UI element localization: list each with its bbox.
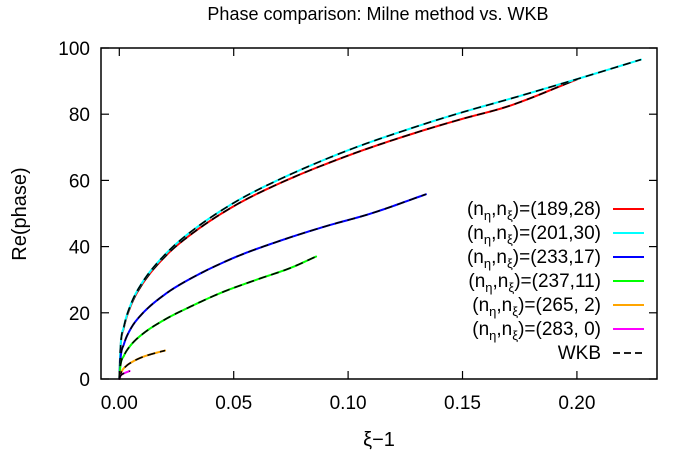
- x-axis-ticks: 0.00 0.05 0.10 0.15 0.20: [101, 48, 595, 414]
- legend-text: (n: [468, 271, 485, 292]
- plot-frame: [100, 47, 658, 380]
- legend-subscript: ξ: [512, 328, 518, 343]
- x-tick-label-1: 0.05: [215, 393, 252, 414]
- y-tick-label-3: 60: [69, 171, 90, 192]
- legend-text: (n: [472, 295, 489, 316]
- legend-text: )=(189,28): [513, 199, 601, 220]
- x-tick-label-2: 0.10: [330, 393, 367, 414]
- y-axis-label: Re(phase): [9, 167, 31, 260]
- legend: (nη,nξ)=(189,28)(nη,nξ)=(201,30)(nη,nξ)=…: [467, 199, 644, 364]
- legend-text: )=(237,11): [514, 271, 601, 292]
- y-axis-ticks: 0 20 40 60 80 100: [58, 39, 657, 391]
- legend-text: )=(265, 2): [518, 295, 601, 316]
- legend-subscript: ξ: [507, 208, 513, 223]
- legend-text: (n: [467, 199, 484, 220]
- y-tick-label-2: 40: [69, 238, 90, 259]
- legend-entry-label-6: (nη,nξ)=(283, 0): [472, 319, 601, 343]
- x-axis-label: ξ−1: [363, 429, 395, 451]
- legend-entry-label-wkb: WKB: [558, 343, 601, 364]
- legend-text: (n: [467, 247, 484, 268]
- legend-subscript: η: [485, 280, 492, 295]
- legend-subscript: η: [489, 328, 496, 343]
- wkb-line-4: [118, 255, 317, 380]
- legend-subscript: ξ: [512, 304, 518, 319]
- legend-entry-label-1: (nη,nξ)=(189,28): [467, 199, 601, 223]
- legend-subscript: ξ: [508, 280, 514, 295]
- legend-subscript: η: [484, 232, 491, 247]
- wkb-line-2: [118, 58, 642, 380]
- chart-title: Phase comparison: Milne method vs. WKB: [207, 4, 548, 24]
- legend-text: (n: [467, 223, 484, 244]
- plot-curves: [118, 58, 642, 380]
- legend-entry-label-2: (nη,nξ)=(201,30): [467, 223, 601, 247]
- legend-subscript: ξ: [507, 256, 513, 271]
- y-tick-label-5: 100: [58, 39, 90, 60]
- legend-subscript: η: [484, 208, 491, 223]
- legend-entry-label-4: (nη,nξ)=(237,11): [468, 271, 601, 295]
- series-line-5: [118, 349, 167, 380]
- legend-text: ,n: [491, 247, 507, 268]
- legend-subscript: ξ: [507, 232, 513, 247]
- legend-entry-label-5: (nη,nξ)=(265, 2): [472, 295, 601, 319]
- legend-entry-label-3: (nη,nξ)=(233,17): [467, 247, 601, 271]
- x-tick-label-3: 0.15: [444, 393, 481, 414]
- wkb-line-3: [118, 193, 427, 380]
- legend-subscript: η: [489, 304, 496, 319]
- y-tick-label-1: 20: [69, 304, 90, 325]
- legend-text: ,n: [493, 271, 509, 292]
- y-tick-label-0: 0: [79, 370, 90, 391]
- legend-text: (n: [472, 319, 489, 340]
- y-tick-label-4: 80: [69, 105, 90, 126]
- legend-text: ,n: [491, 223, 507, 244]
- legend-text: )=(283, 0): [518, 319, 601, 340]
- legend-text: ,n: [496, 295, 512, 316]
- legend-subscript: η: [484, 256, 491, 271]
- legend-text: ,n: [496, 319, 512, 340]
- x-tick-label-4: 0.20: [558, 393, 595, 414]
- legend-text: )=(201,30): [513, 223, 601, 244]
- legend-text: )=(233,17): [513, 247, 601, 268]
- x-tick-label-0: 0.00: [101, 393, 138, 414]
- legend-text: ,n: [491, 199, 507, 220]
